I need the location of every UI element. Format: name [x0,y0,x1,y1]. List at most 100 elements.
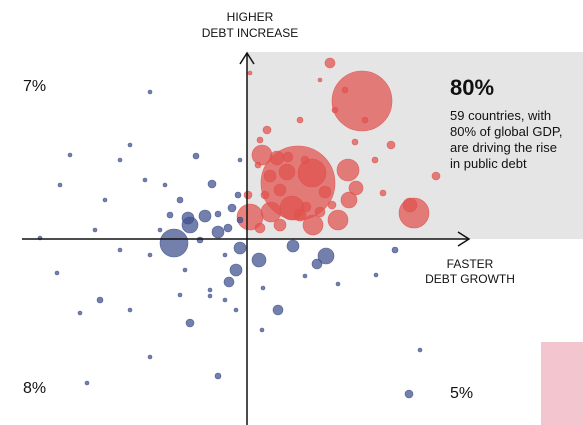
bubble [404,389,414,399]
bubble [222,252,228,258]
bubble [77,310,83,316]
highlight-text: 59 countries, with [450,108,551,123]
bubble [340,191,358,209]
bubble [254,222,266,234]
bubble [162,182,168,188]
bubble [260,201,282,223]
bubble [417,347,423,353]
bubble [214,372,222,380]
quadrant-label: 5% [450,385,473,402]
bubble [147,354,153,360]
bubble [181,211,195,225]
bubble [117,157,123,163]
bubble [182,267,188,273]
bubble [142,177,148,183]
bubble [269,150,285,166]
bubble [302,214,324,236]
bubble [117,247,123,253]
bubble [57,182,63,188]
x-label: DEBT GROWTH [425,272,515,286]
highlight-text: in public debt [450,156,527,171]
bubble [318,185,332,199]
highlight-text: 80% of global GDP, [450,124,563,139]
bubble [198,209,212,223]
bubble [293,208,307,222]
bubble [176,196,184,204]
y-label: DEBT INCREASE [202,26,298,40]
bubble [379,189,387,197]
bubble [386,140,396,150]
bubble [260,190,270,200]
y-arrow [239,51,255,65]
bubble [214,210,222,218]
bubble [331,70,393,132]
bubble [317,247,335,265]
bubble [207,179,217,189]
bubble [348,180,364,196]
bubble [311,258,323,270]
bubble [300,201,312,213]
bubble [177,292,183,298]
bubble [331,106,339,114]
bubble [282,151,294,163]
bubble [237,157,243,163]
bubble [263,169,277,183]
bubble [314,206,326,218]
bubble [431,171,441,181]
bubble [327,200,337,210]
bubble [247,70,253,76]
bubble [300,155,310,165]
bubble [373,272,379,278]
bubble [96,296,104,304]
bubble [296,116,304,124]
bubble [371,156,379,164]
quadrant-label: 7% [23,78,46,95]
bubble [262,125,272,135]
y-label: HIGHER [227,10,274,24]
bubble [351,138,359,146]
quadrant-label: 8% [23,380,46,397]
bubble [227,203,237,213]
highlight-title: 80% [450,75,494,100]
bubble [192,152,200,160]
bubble [54,270,60,276]
bubble [147,89,153,95]
bubble [273,218,287,232]
bubble [260,285,266,291]
bubble [222,297,228,303]
bubble [67,152,73,158]
bubble [341,86,349,94]
bubble [84,380,90,386]
bubble [317,77,323,83]
bubble [286,239,300,253]
bubble [259,327,265,333]
bubble [185,318,195,328]
bubble [361,116,369,124]
bubble [278,163,296,181]
bubble [391,246,399,254]
bubble [211,225,225,239]
bubble [92,227,98,233]
bubble [336,158,360,182]
bubble [243,190,253,200]
bubble [127,142,133,148]
bubble [223,223,233,233]
bubble [207,287,213,293]
bubble [236,216,244,224]
bubble [229,263,243,277]
bubble [272,304,284,316]
bubble [223,276,235,288]
bubble [324,57,336,69]
bubble [254,161,262,169]
bubble [196,236,204,244]
bubble [207,293,213,299]
bubble [127,307,133,313]
bubble [256,136,264,144]
bubble [302,273,308,279]
highlight-text: are driving the rise [450,140,557,155]
bubble [233,307,239,313]
bubble [273,183,287,197]
bubble [159,228,189,258]
bubble [402,197,418,213]
